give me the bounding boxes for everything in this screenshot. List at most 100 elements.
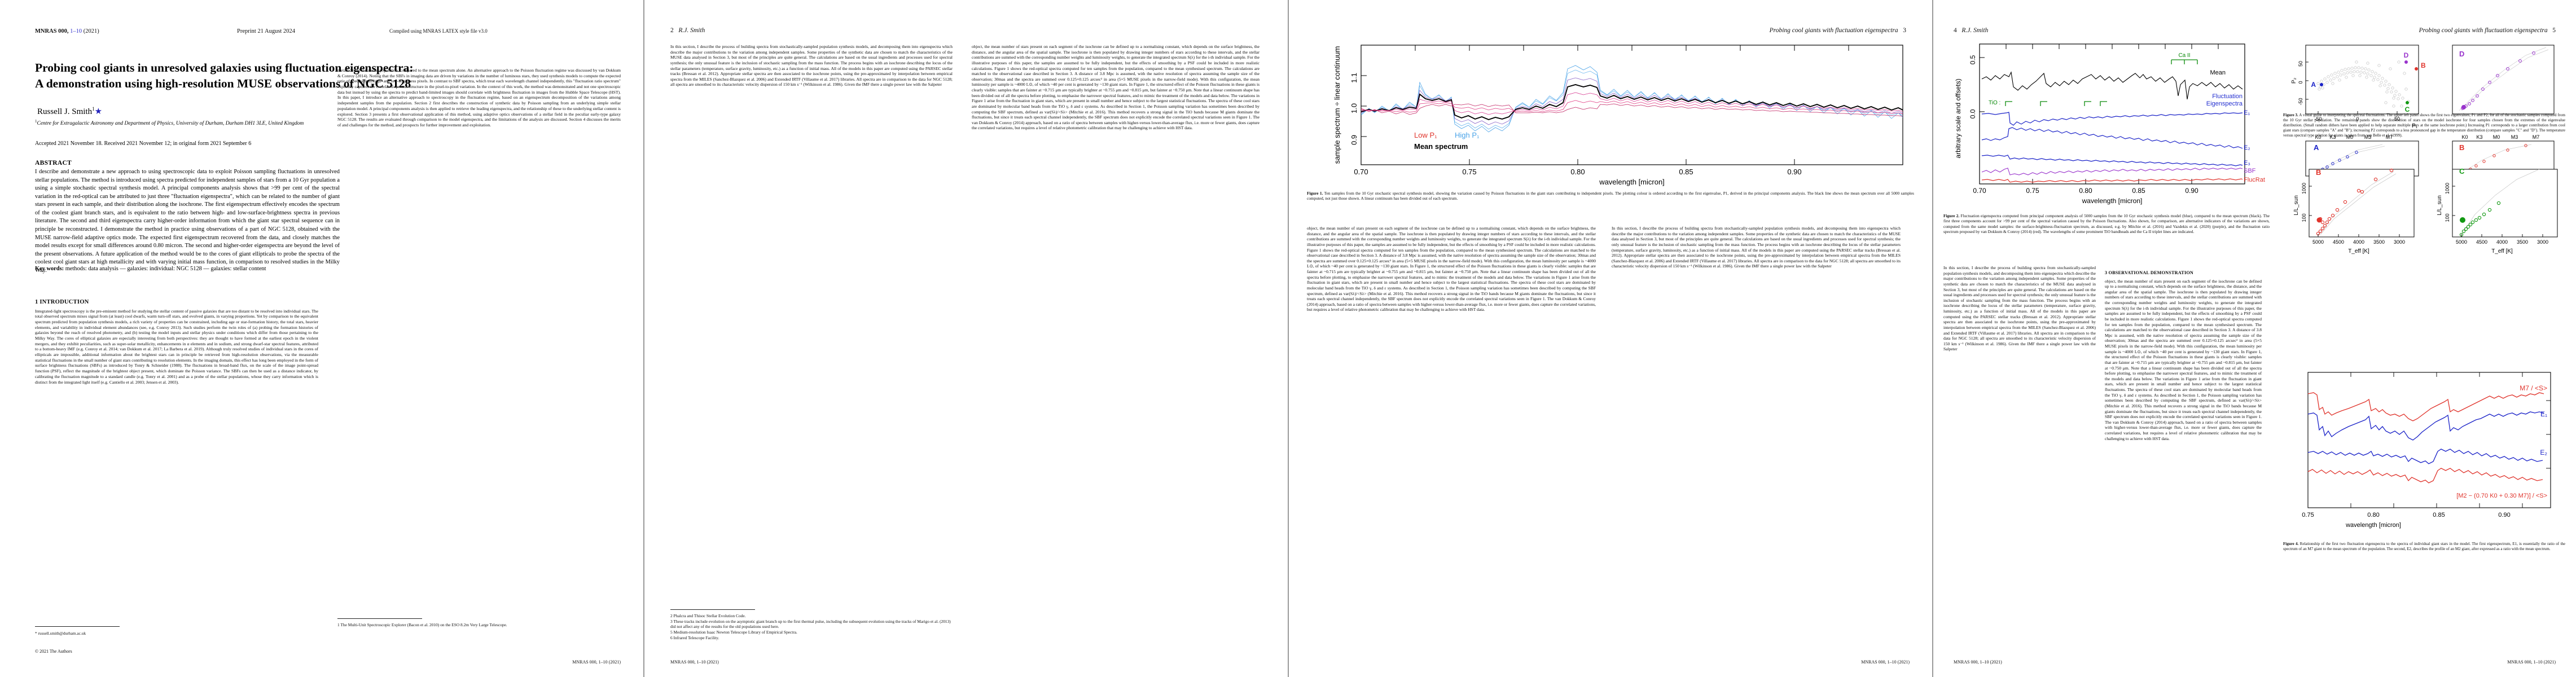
fig2-trace-label: FlucRat bbox=[2244, 177, 2265, 183]
running-head-text: R.J. Smith bbox=[1961, 27, 1989, 34]
fig4-xtick: 0.75 bbox=[2302, 512, 2314, 518]
fig1-xtick: 0.75 bbox=[1462, 168, 1476, 176]
abstract-text: I describe and demonstrate a new approac… bbox=[35, 169, 340, 274]
figure-2-caption-text: Fluctuation eigenspectra computed from p… bbox=[1943, 213, 2270, 235]
preprint-date: Preprint 21 August 2024 bbox=[237, 28, 295, 34]
fig2-annotation-tio: TiO : bbox=[1989, 100, 2000, 106]
affil-marker: 1 bbox=[35, 119, 37, 124]
page-1: MNRAS 000, 1–10 (2021) Preprint 21 Augus… bbox=[0, 0, 643, 677]
footnote-email[interactable]: * russell.smith@durham.ac.uk bbox=[35, 631, 86, 636]
footnote-item: 5 Medium-resolution Isaac Newton Telesco… bbox=[670, 629, 797, 635]
figure-3-scatter-and-panels: -50 0 50 50 0 -50 P₂ P₁ A D C B bbox=[2291, 45, 2555, 177]
journal-reference: MNRAS 000, 1–10 (2021) bbox=[35, 28, 99, 34]
page-title: Probing cool giants in unresolved galaxi… bbox=[35, 60, 605, 92]
running-head: 4 R.J. Smith bbox=[1954, 27, 1988, 34]
fig3-sptype: M7 bbox=[2386, 134, 2393, 140]
copyright-notice: © 2021 The Authors bbox=[35, 649, 72, 654]
fig4-trace-label: E₁ bbox=[2540, 410, 2547, 418]
fig4-trace-label: M7 / <S> bbox=[2520, 384, 2547, 392]
fig2-annotation-eigen: Eigenspectra bbox=[2206, 100, 2243, 107]
footnote-rule bbox=[670, 609, 755, 610]
journal-page-range[interactable]: 1–10 bbox=[70, 28, 82, 34]
figure-3-caption: Figure 3. A visual guide to interpreting… bbox=[2283, 113, 2565, 138]
fig2-xlabel: wavelength [micron] bbox=[2082, 197, 2143, 205]
figure-3-label: Figure 3. bbox=[2283, 113, 2298, 117]
page-footer: MNRAS 000, 1–10 (2021) bbox=[1861, 660, 1910, 665]
footnote-rule bbox=[337, 618, 422, 619]
page3-column-1: object, the mean number of stars present… bbox=[1307, 226, 1596, 609]
page-4: 4 R.J. Smith Probing cool giants with fl… bbox=[1933, 0, 2576, 677]
fig3-scatter-cloud bbox=[2316, 60, 2410, 108]
fig1-legend-low: Low P₁ bbox=[1414, 131, 1437, 139]
fig3-panel-label-C: C bbox=[2459, 167, 2465, 175]
fig3-sptype: M3 bbox=[2511, 134, 2518, 140]
fig2-trace-label: SBF bbox=[2244, 168, 2256, 174]
fig3-ytick: 1000 bbox=[2301, 183, 2307, 194]
fig3-panel-label-D: D bbox=[2459, 50, 2464, 58]
page4-column-1: In this section, I describe the process … bbox=[1943, 265, 2096, 604]
title-line-1: Probing cool giants in unresolved galaxi… bbox=[35, 61, 414, 74]
figure-1: 0.9 1.0 1.1 sample spectrum ÷ linear con… bbox=[1307, 41, 1914, 187]
fig1-xtick: 0.85 bbox=[1679, 168, 1693, 176]
fig4-xtick: 0.80 bbox=[2367, 512, 2379, 518]
fig3-xtick: 4000 bbox=[2353, 239, 2364, 245]
corresponding-star-icon: ★ bbox=[94, 107, 103, 116]
fig2-trace-label: E₁ bbox=[2244, 109, 2250, 116]
fig1-ytick: 0.9 bbox=[1350, 135, 1358, 145]
fig3-ytick: 50 bbox=[2298, 61, 2303, 67]
fig3-panel-label-B: B bbox=[2459, 143, 2464, 152]
body-paragraph: In this section, I describe the process … bbox=[670, 44, 953, 87]
author-name: Russell J. Smith1★ bbox=[37, 106, 102, 117]
fig2-tio-markers bbox=[2005, 101, 2107, 106]
fig3-point-A bbox=[2320, 83, 2323, 86]
page3-column-2: In this section, I describe the process … bbox=[1612, 226, 1901, 609]
fig4-xtick: 0.90 bbox=[2498, 512, 2510, 518]
body-paragraph: object, the mean number of stars present… bbox=[1307, 226, 1596, 313]
fig2-trace-label: Mean bbox=[2210, 69, 2226, 76]
fig2-ylabel: arbitrary scale and offsets) bbox=[1954, 78, 1962, 158]
fig3-point-B bbox=[2415, 67, 2418, 71]
body-paragraph: object, the mean number of stars present… bbox=[972, 44, 1260, 131]
body-paragraph: metallicity of the stellar population, c… bbox=[337, 68, 621, 128]
fig3-ytick: 100 bbox=[2301, 213, 2307, 222]
footnote-item: 2 Phalcra and Thisoc Stellar Evolution C… bbox=[670, 613, 746, 618]
page-footer: MNRAS 000, 1–10 (2021) bbox=[1954, 660, 2002, 665]
fig3-xtick: 3500 bbox=[2373, 239, 2385, 245]
fig3-xtick: -50 bbox=[2314, 116, 2322, 122]
figure-3-isochrone-panels: B 5000 4500 4000 3500 3000 1000 100 L/L_… bbox=[2293, 167, 2558, 254]
fig4-xlabel: wavelength [micron] bbox=[2345, 522, 2401, 529]
body-paragraph: Integrated-light spectroscopy is the pre… bbox=[35, 308, 318, 385]
page-footer: MNRAS 000, 1–10 (2021) bbox=[572, 660, 621, 665]
figure-1-caption-text: Ten samples from the 10 Gyr stochastic s… bbox=[1307, 191, 1914, 201]
fig3-sptype: K0 bbox=[2315, 134, 2321, 140]
fig2-trace-label: E₂ bbox=[2244, 144, 2250, 151]
author-affil-marker: 1 bbox=[92, 106, 95, 112]
page-2: 2 R.J. Smith In this section, I describe… bbox=[644, 0, 1288, 677]
fig3-panelC-highlight bbox=[2460, 217, 2465, 223]
journal-prefix: MNRAS 000, bbox=[35, 28, 69, 34]
figure-3: -50 0 50 50 0 -50 P₂ P₁ A D C B bbox=[2283, 39, 2565, 181]
fig3-sptype: M3 bbox=[2364, 134, 2372, 140]
fig2-trace-label: E₃ bbox=[2244, 160, 2250, 166]
fig3-sptype: M0 bbox=[2493, 134, 2500, 140]
fig1-xtick: 0.80 bbox=[1570, 168, 1585, 176]
fig3-xtick: 0 bbox=[2356, 116, 2359, 122]
footnote-muse: 1 The Multi-Unit Spectroscopic Explorer … bbox=[337, 622, 507, 627]
footnote-item: 6 Infrared Telescope Facility. bbox=[670, 635, 719, 640]
affil-text: Centre for Extragalactic Astronomy and D… bbox=[37, 121, 304, 127]
fig1-xtick: 0.90 bbox=[1787, 168, 1801, 176]
fig1-legend-high: High P₁ bbox=[1455, 131, 1480, 139]
page-footer-next: MNRAS 000, 1–10 (2021) bbox=[2507, 660, 2556, 665]
fig2-xtick: 0.85 bbox=[2132, 187, 2145, 195]
page-number: 3 bbox=[1903, 27, 1906, 34]
page4-column-2: 3 OBSERVATIONAL DEMONSTRATION object, th… bbox=[2105, 265, 2262, 604]
fig3-point-C bbox=[2406, 101, 2409, 104]
fig3-label-D: D bbox=[2404, 51, 2409, 59]
fig3-ylabel: L/L_sun bbox=[2293, 195, 2299, 216]
fig2-caii-marker bbox=[2171, 59, 2198, 64]
figure-1-label: Figure 1. bbox=[1307, 191, 1323, 196]
page-footer: MNRAS 000, 1–10 (2021) bbox=[670, 660, 719, 665]
fig2-annotation-fluc: Fluctuation bbox=[2212, 93, 2243, 100]
page-3: Probing cool giants with fluctuation eig… bbox=[1289, 0, 1932, 677]
